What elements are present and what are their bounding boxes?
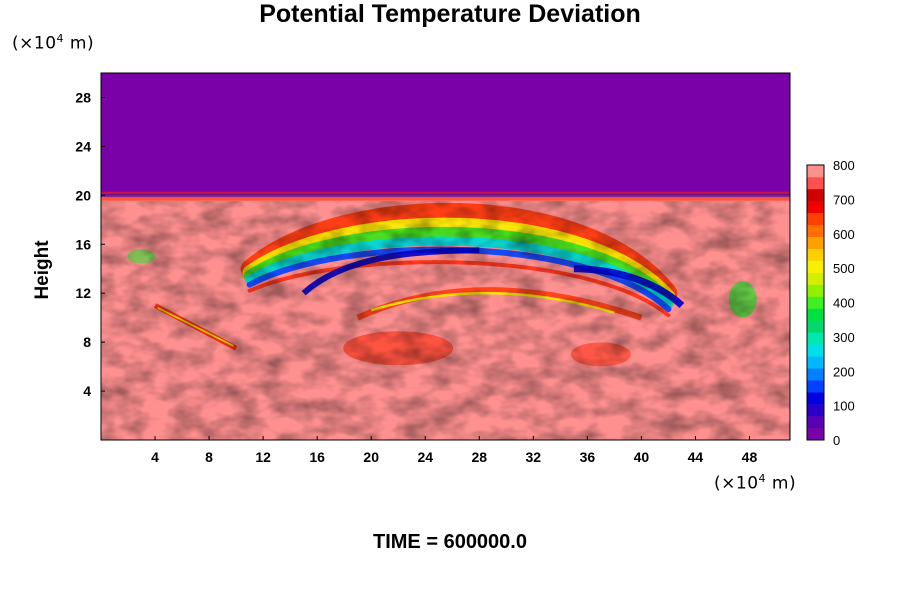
speckle-overlay bbox=[101, 201, 790, 440]
colorbar-tick-label: 400 bbox=[833, 296, 855, 311]
colorbar-swatch bbox=[807, 356, 824, 369]
y-tick-label: 20 bbox=[75, 187, 91, 203]
colorbar-tick-label: 500 bbox=[833, 261, 855, 276]
colorbar-swatch bbox=[807, 212, 824, 226]
y-axis-unit: (×104 m) bbox=[12, 32, 94, 54]
colorbar-swatch bbox=[807, 248, 824, 261]
x-tick-label: 40 bbox=[634, 449, 650, 465]
chart-title: Potential Temperature Deviation bbox=[259, 0, 641, 28]
colorbar-swatch bbox=[807, 272, 824, 285]
colorbar-swatch bbox=[807, 308, 824, 321]
colorbar-swatch bbox=[807, 332, 824, 345]
colorbar-swatch bbox=[807, 428, 824, 441]
colorbar-swatch bbox=[807, 344, 824, 357]
interface-band bbox=[101, 194, 790, 198]
colorbar-tick-label: 600 bbox=[833, 227, 855, 242]
x-unit-exponent: 4 bbox=[758, 472, 767, 485]
colorbar-tick-label: 100 bbox=[833, 399, 855, 414]
y-tick-label: 8 bbox=[83, 334, 91, 350]
colorbar-swatch bbox=[807, 404, 824, 417]
colorbar-swatch bbox=[807, 260, 824, 273]
colorbar-swatch bbox=[807, 165, 824, 178]
colorbar-swatch bbox=[807, 200, 824, 214]
colorbar-tick-label: 300 bbox=[833, 330, 855, 345]
time-label: TIME = 600000.0 bbox=[373, 531, 527, 553]
x-tick-label: 24 bbox=[417, 449, 433, 465]
colorbar-swatch bbox=[807, 320, 824, 333]
colorbar-tick-label: 800 bbox=[833, 158, 855, 173]
colorbar-swatch bbox=[807, 176, 824, 190]
colorbar-tick-label: 0 bbox=[833, 433, 840, 448]
colorbar-swatch bbox=[807, 236, 824, 249]
colorbar-swatch bbox=[807, 296, 824, 309]
y-tick-label: 24 bbox=[75, 138, 91, 154]
plot-frame bbox=[100, 72, 791, 441]
x-tick-label: 48 bbox=[742, 449, 758, 465]
x-unit-suffix: m) bbox=[766, 473, 797, 494]
colorbar-swatch bbox=[807, 188, 824, 202]
upper-layer-field bbox=[101, 73, 790, 196]
colorbar-tick-label: 200 bbox=[833, 364, 855, 379]
x-tick-label: 44 bbox=[688, 449, 704, 465]
plot-area bbox=[101, 73, 790, 440]
x-tick-label: 28 bbox=[471, 449, 487, 465]
colorbar-frame bbox=[806, 164, 825, 441]
x-tick-label: 32 bbox=[526, 449, 542, 465]
colorbar-swatch bbox=[807, 392, 824, 405]
x-tick-label: 4 bbox=[151, 449, 159, 465]
x-tick-label: 12 bbox=[255, 449, 271, 465]
colorbar-swatch bbox=[807, 224, 824, 238]
x-tick-label: 36 bbox=[580, 449, 596, 465]
x-tick-label: 16 bbox=[309, 449, 325, 465]
y-tick-label: 16 bbox=[75, 236, 91, 252]
y-unit-suffix: m) bbox=[64, 33, 95, 54]
x-axis-unit: (×104 m) bbox=[714, 472, 796, 494]
y-tick-label: 12 bbox=[75, 285, 91, 301]
y-unit-prefix: (×10 bbox=[12, 33, 57, 54]
colorbar-swatch bbox=[807, 284, 824, 297]
x-tick-label: 8 bbox=[205, 449, 213, 465]
colorbar-swatch bbox=[807, 368, 824, 381]
colorbar: 0 100 200 300 400 500 600 700 800 bbox=[806, 158, 855, 448]
y-unit-exponent: 4 bbox=[56, 32, 65, 45]
colorbar-tick-label: 700 bbox=[833, 192, 855, 207]
y-tick-label: 28 bbox=[75, 89, 91, 105]
x-unit-prefix: (×10 bbox=[714, 473, 759, 494]
colorbar-swatch bbox=[807, 380, 824, 393]
x-tick-label: 20 bbox=[363, 449, 379, 465]
y-tick-label: 4 bbox=[83, 383, 91, 399]
colorbar-swatch bbox=[807, 416, 824, 429]
